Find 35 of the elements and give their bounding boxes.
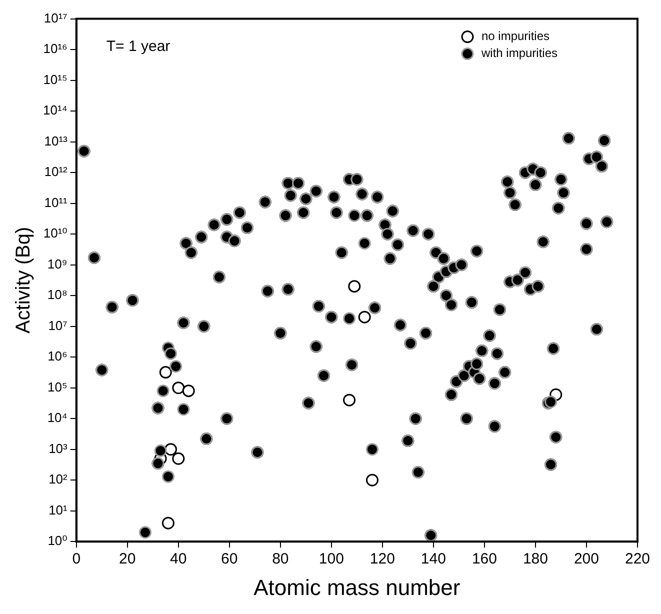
y-tick-label: 10¹⁷: [44, 10, 68, 26]
legend-label: with impurities: [480, 46, 558, 60]
y-tick-label: 10¹²: [44, 164, 68, 180]
y-tick-label: 10¹: [48, 502, 68, 518]
legend-label: no impurities: [481, 29, 550, 44]
x-tick-label: 180: [522, 550, 548, 568]
y-axis-title: Activity (Bq): [12, 226, 35, 334]
y-tick-label: 10¹⁵: [43, 72, 68, 87]
x-tick-label: 80: [272, 550, 289, 568]
x-tick-label: 20: [119, 550, 136, 568]
y-tick-label: 10⁹: [47, 256, 68, 272]
x-tick-label: 140: [420, 550, 446, 568]
y-tick-label: 10¹³: [44, 133, 68, 148]
y-tick-label: 10⁴: [47, 410, 68, 426]
y-tick-label: 10¹⁰: [43, 226, 68, 241]
x-tick-label: 160: [472, 550, 497, 568]
annotation: T= 1 year: [106, 38, 170, 55]
y-tick-label: 10⁶: [48, 348, 68, 364]
y-tick-label: 10⁰: [48, 533, 68, 548]
x-axis-title: Atomic mass number: [254, 574, 460, 600]
x-tick-label: 200: [574, 550, 599, 568]
y-tick-label: 10⁷: [48, 318, 68, 333]
x-tick-label: 220: [624, 550, 650, 568]
y-tick-label: 10¹⁴: [43, 102, 68, 118]
y-tick-label: 10¹⁶: [43, 41, 68, 56]
y-tick-label: 10³: [48, 440, 68, 456]
x-tick-label: 40: [170, 550, 187, 568]
x-tick-label: 0: [72, 550, 81, 568]
x-tick-label: 120: [370, 550, 395, 568]
y-tick-label: 10⁵: [48, 379, 68, 394]
x-tick-label: 60: [221, 550, 238, 568]
y-tick-label: 10⁸: [47, 287, 68, 302]
x-tick-label: 100: [318, 550, 344, 568]
y-tick-label: 10²: [48, 472, 68, 487]
y-tick-label: 10¹¹: [44, 194, 68, 210]
